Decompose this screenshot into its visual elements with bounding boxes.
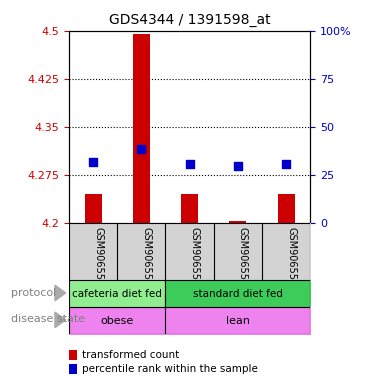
Polygon shape (55, 312, 66, 328)
Bar (133, 34, 150, 223)
Text: lean: lean (226, 316, 250, 326)
Text: transformed count: transformed count (82, 350, 180, 360)
Text: GSM906558: GSM906558 (238, 227, 248, 286)
Bar (229, 222, 246, 223)
Point (283, 161, 289, 167)
Point (235, 163, 241, 169)
Bar (278, 194, 295, 223)
Text: GSM906555: GSM906555 (93, 227, 103, 286)
Text: GSM906557: GSM906557 (190, 227, 200, 286)
Text: GSM906556: GSM906556 (141, 227, 151, 286)
Text: standard diet fed: standard diet fed (193, 289, 283, 299)
Title: GDS4344 / 1391598_at: GDS4344 / 1391598_at (109, 13, 270, 27)
Text: protocol: protocol (11, 288, 57, 298)
Text: GSM906559: GSM906559 (286, 227, 296, 286)
Bar (181, 194, 198, 223)
Point (138, 146, 144, 152)
Point (90, 159, 96, 165)
Polygon shape (55, 285, 66, 301)
Text: obese: obese (101, 316, 134, 326)
Text: disease state: disease state (11, 314, 86, 324)
Point (187, 161, 193, 167)
Bar (85, 194, 101, 223)
Text: cafeteria diet fed: cafeteria diet fed (72, 289, 162, 299)
Text: percentile rank within the sample: percentile rank within the sample (82, 364, 258, 374)
